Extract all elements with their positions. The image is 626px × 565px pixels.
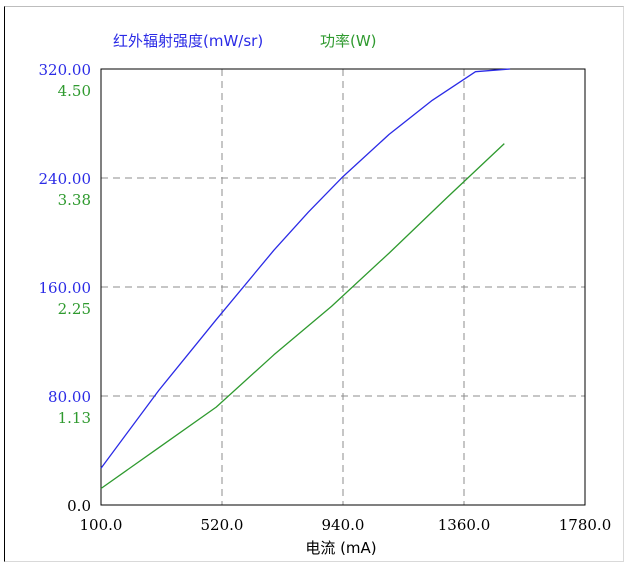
legend-infrared-intensity: 红外辐射强度(mW/sr) — [113, 32, 263, 50]
y-left-tick-label: 240.00 — [39, 170, 92, 188]
tick-labels: 100.0 520.0 940.0 1360.0 1780.0 0.0 80.00 160.0… — [39, 61, 612, 534]
x-tick-label: 1360.0 — [438, 516, 491, 534]
y-right-tick-label: 4.50 — [58, 82, 91, 100]
y-right-tick-label: 1.13 — [58, 409, 91, 427]
series-line-power — [100, 143, 505, 490]
y-right-tick-label: 3.38 — [58, 191, 91, 209]
x-tick-label: 520.0 — [201, 516, 244, 534]
x-axis-label: 电流 (mA) — [305, 539, 376, 557]
series-line-infrared-intensity — [100, 68, 511, 469]
x-tick-label: 100.0 — [80, 516, 123, 534]
chart-frame — [4, 6, 624, 562]
y-left-tick-label: 0.0 — [67, 497, 91, 515]
y-left-tick-label: 160.00 — [39, 279, 92, 297]
y-right-tick-label: 2.25 — [58, 300, 91, 318]
plot-area-border — [100, 68, 586, 506]
series-lines — [100, 68, 511, 490]
x-tick-label: 1780.0 — [559, 516, 612, 534]
x-tick-label: 940.0 — [322, 516, 365, 534]
y-left-tick-label: 320.00 — [39, 61, 92, 79]
legend-power: 功率(W) — [320, 32, 377, 50]
grid — [101, 69, 585, 505]
y-left-tick-label: 80.00 — [48, 388, 91, 406]
